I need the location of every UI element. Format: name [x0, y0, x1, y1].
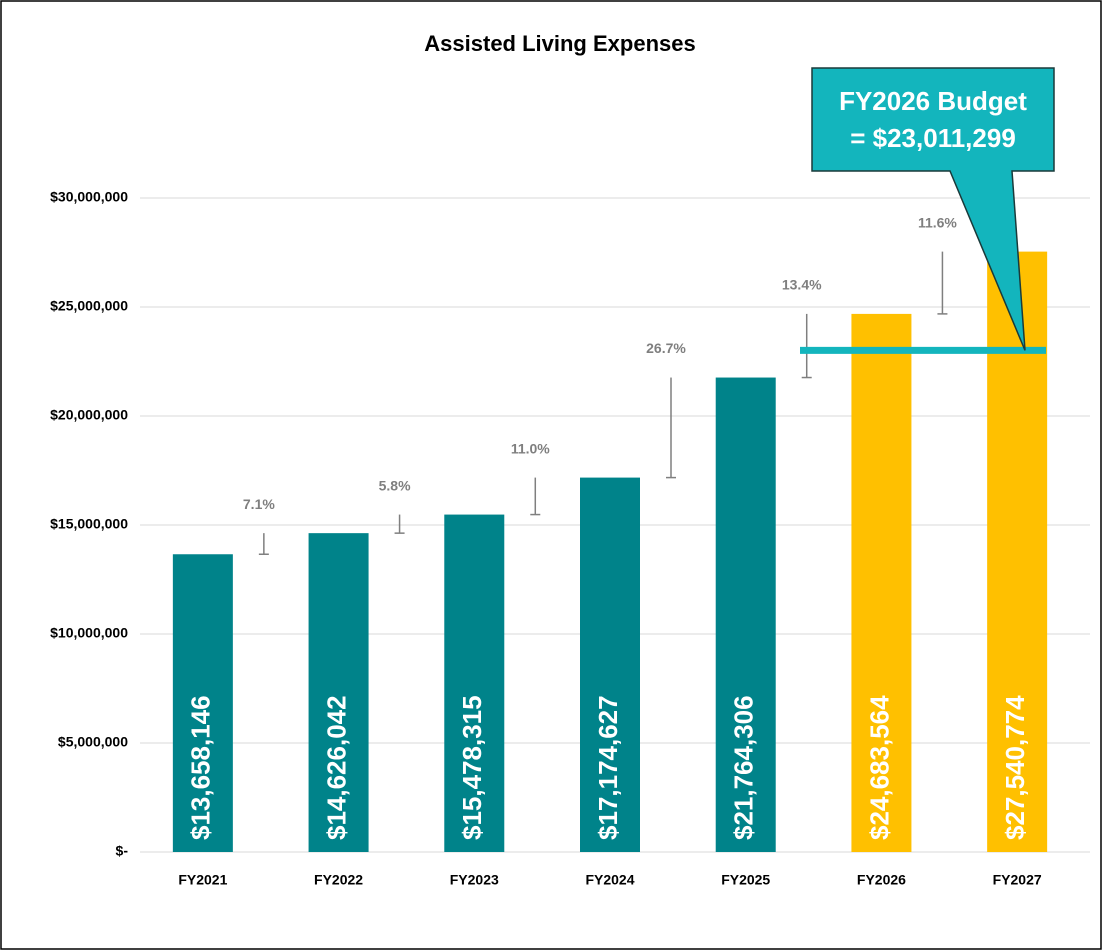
growth-label: 11.0%	[511, 440, 550, 456]
y-tick-label: $30,000,000	[50, 189, 128, 205]
bar-value-label: $13,658,146	[186, 695, 216, 840]
growth-label: 7.1%	[243, 496, 275, 512]
x-tick-label: FY2022	[314, 872, 363, 888]
bar	[580, 477, 640, 852]
y-tick-label: $-	[116, 843, 129, 859]
callout-text: FY2026 Budget	[839, 86, 1027, 116]
bar-value-label: $24,683,564	[864, 695, 894, 840]
bar-value-label: $27,540,774	[1000, 695, 1030, 840]
x-tick-label: FY2026	[857, 872, 906, 888]
x-tick-label: FY2024	[585, 872, 634, 888]
x-tick-label: FY2023	[450, 872, 499, 888]
bar-value-label: $14,626,042	[321, 695, 351, 840]
x-tick-label: FY2025	[721, 872, 770, 888]
y-tick-label: $20,000,000	[50, 407, 128, 423]
chart-title: Assisted Living Expenses	[424, 31, 695, 56]
callout	[811, 67, 1055, 351]
callout-text: = $23,011,299	[850, 123, 1016, 153]
y-tick-label: $10,000,000	[50, 625, 128, 641]
growth-label: 26.7%	[646, 340, 686, 356]
bar	[715, 377, 776, 852]
bar	[851, 313, 912, 852]
y-tick-label: $25,000,000	[50, 298, 128, 314]
y-tick-label: $15,000,000	[50, 516, 128, 532]
bar	[444, 514, 505, 852]
bar-value-label: $21,764,306	[729, 695, 759, 840]
y-tick-label: $5,000,000	[58, 734, 128, 750]
growth-label: 11.6%	[918, 214, 957, 230]
x-tick-label: FY2021	[178, 872, 227, 888]
x-tick-label: FY2027	[993, 872, 1042, 888]
bar	[172, 554, 233, 852]
bar-value-label: $17,174,627	[593, 695, 623, 840]
bar-value-label: $15,478,315	[457, 695, 487, 840]
growth-label: 13.4%	[782, 277, 822, 293]
growth-label: 5.8%	[379, 477, 411, 493]
bar	[308, 533, 369, 852]
